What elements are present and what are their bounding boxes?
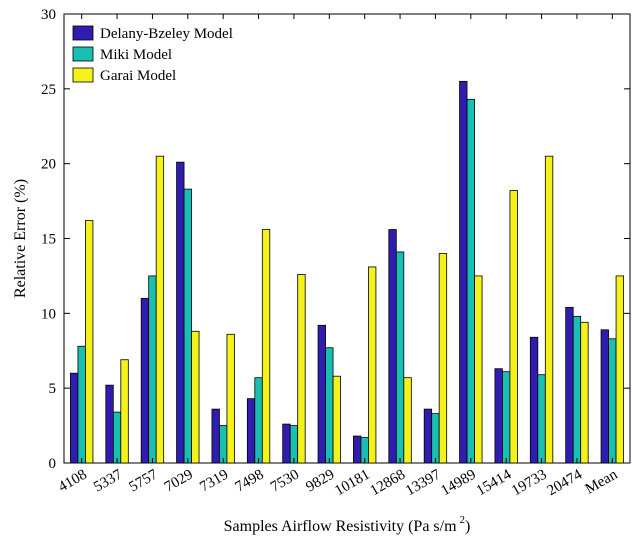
bar-3 (368, 266, 377, 464)
x-tick-label: Mean (583, 466, 621, 497)
bar-2 (325, 347, 334, 464)
x-tick-label: 15414 (474, 466, 515, 499)
y-tick-label: 15 (41, 232, 56, 248)
bar-1 (105, 384, 114, 464)
y-tick-label: 30 (41, 7, 56, 23)
bar-1 (176, 161, 185, 464)
y-axis-title: Relative Error (%) (12, 179, 29, 298)
y-tick-label: 20 (41, 157, 56, 173)
legend-swatch (72, 67, 94, 83)
bars (70, 80, 624, 464)
bar-2 (431, 413, 440, 464)
y-tick-label: 5 (49, 381, 57, 397)
legend: Delany-Bzeley Model Miki Model Garai Model (72, 25, 233, 84)
bar-1 (282, 423, 291, 464)
x-tick-label: 5337 (91, 466, 125, 495)
bar-2 (254, 377, 263, 464)
x-axis-title-main: Samples Airflow Resistivity (Pa s/m (224, 518, 457, 535)
bar-1 (423, 408, 433, 464)
bar-1 (140, 297, 150, 464)
x-tick-label: 7530 (268, 467, 302, 496)
bar-3 (120, 359, 129, 464)
x-tick-label: 20474 (544, 466, 585, 499)
y-axis: 0 5 10 15 20 25 30 (41, 7, 630, 472)
legend-label: Delany-Bzeley Model (100, 26, 233, 42)
legend-label: Garai Model (100, 68, 176, 84)
bar-3 (226, 333, 235, 464)
x-tick-label: 13397 (403, 466, 444, 499)
bar-2 (289, 425, 299, 464)
x-tick-label: 7029 (162, 467, 196, 496)
x-axis-title-suffix: ) (465, 518, 470, 535)
bar-1 (388, 229, 397, 464)
x-axis-title-superscript: 2 (460, 514, 466, 526)
x-tick-label: 9829 (303, 467, 337, 496)
bar-1 (211, 408, 220, 464)
x-tick-label: 4108 (56, 467, 90, 496)
bar-3 (615, 275, 624, 464)
bar-2 (112, 411, 122, 464)
x-tick-label: 7498 (233, 467, 267, 496)
bar-3 (580, 321, 589, 464)
x-tick-label: 10181 (332, 467, 372, 500)
bar-2 (466, 98, 475, 464)
legend-swatch (72, 46, 94, 62)
x-tick-label: 12868 (368, 467, 408, 500)
x-tick-label: 5757 (126, 466, 160, 495)
bar-1 (600, 329, 609, 464)
bar-1 (70, 372, 79, 464)
bar-3 (261, 229, 271, 464)
bar-3 (544, 155, 554, 464)
bar-1 (353, 435, 362, 464)
legend-label: Miki Model (100, 47, 172, 63)
bar-3 (509, 190, 518, 464)
bar-1 (565, 306, 574, 464)
x-tick-label: 19733 (509, 467, 549, 500)
bar-2 (77, 345, 86, 464)
bar-2 (395, 251, 405, 464)
bar-2 (537, 374, 546, 464)
bar-3 (474, 275, 483, 464)
bar-1 (317, 324, 326, 464)
bar-2 (148, 275, 157, 464)
bar-3 (85, 220, 94, 464)
bar-1 (494, 368, 503, 464)
x-axis-title: Samples Airflow Resistivity (Pa s/m 2) (224, 514, 471, 535)
bar-3 (403, 377, 412, 464)
y-tick-label: 25 (41, 82, 56, 98)
legend-swatch (72, 25, 94, 41)
bar-2 (502, 371, 511, 464)
bar-1 (246, 398, 256, 464)
bar-2 (572, 315, 582, 464)
bar-3 (191, 330, 200, 464)
y-tick-label: 10 (41, 306, 56, 322)
bar-1 (529, 336, 539, 464)
y-tick-label: 0 (49, 456, 57, 472)
bar-1 (459, 80, 468, 464)
bar-3 (297, 274, 306, 464)
bar-2 (608, 338, 617, 464)
bar-2 (183, 188, 192, 464)
x-tick-label: 7319 (197, 467, 231, 496)
bar-3 (438, 253, 448, 464)
bar-2 (219, 425, 228, 464)
bar-3 (332, 375, 341, 464)
x-tick-label: 14989 (438, 467, 478, 500)
bar-3 (155, 155, 165, 464)
